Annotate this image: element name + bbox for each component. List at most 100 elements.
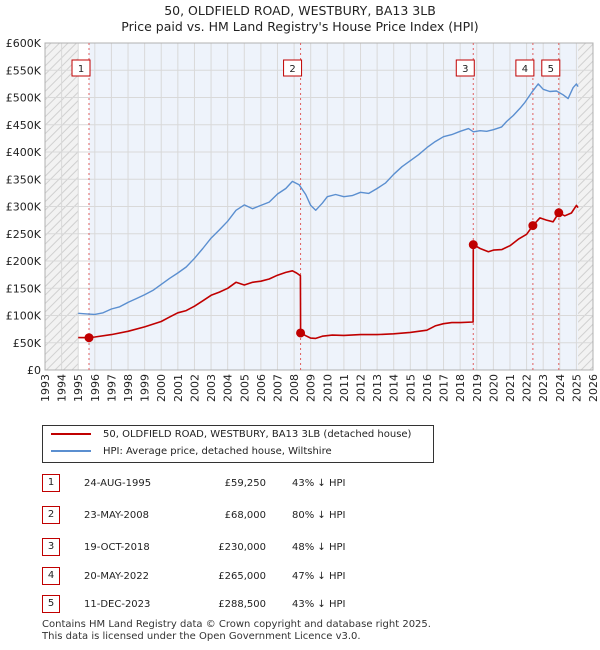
transaction-hpi: 43% ↓ HPI <box>292 478 346 489</box>
sale-point <box>84 333 94 343</box>
transaction-price: £265,000 <box>218 571 266 582</box>
y-tick-label: £300K <box>6 201 42 214</box>
sale-number-box: 5 <box>541 59 561 77</box>
series-line-hpi <box>78 83 579 316</box>
chart-subtitle: Price paid vs. HM Land Registry's House … <box>121 19 479 34</box>
transaction-date: 19-OCT-2018 <box>84 542 150 553</box>
chart-legend: 50, OLDFIELD ROAD, WESTBURY, BA13 3LB (d… <box>42 425 434 463</box>
transaction-number: 5 <box>42 595 60 613</box>
y-tick-label: £200K <box>6 255 42 268</box>
transaction-hpi: 47% ↓ HPI <box>292 571 346 582</box>
x-tick-label: 2012 <box>355 374 368 402</box>
x-tick-label: 2013 <box>371 374 384 402</box>
transaction-price: £68,000 <box>224 510 266 521</box>
legend-swatch-hpi <box>51 450 91 452</box>
x-tick-label: 2004 <box>222 374 235 402</box>
sale-number-label: 5 <box>548 64 554 75</box>
sale-number-box-frame <box>71 59 91 77</box>
sale-number-box-frame <box>541 59 561 77</box>
sale-number-box: 2 <box>283 59 303 77</box>
legend-label-property: 50, OLDFIELD ROAD, WESTBURY, BA13 3LB (d… <box>103 429 412 440</box>
legend-item-hpi: HPI: Average price, detached house, Wilt… <box>51 444 332 460</box>
y-tick-label: £400K <box>6 146 42 159</box>
x-tick-label: 1996 <box>89 374 102 402</box>
x-tick-label: 2026 <box>587 374 600 402</box>
x-tick-label: 2022 <box>521 374 534 402</box>
x-tick-label: 2025 <box>570 374 583 402</box>
transaction-price: £230,000 <box>218 542 266 553</box>
x-tick-label: 2020 <box>487 374 500 402</box>
x-tick-label: 2017 <box>438 374 451 402</box>
x-tick-label: 1994 <box>56 374 69 402</box>
x-tick-label: 2011 <box>338 374 351 402</box>
x-tick-label: 2023 <box>537 374 550 402</box>
sale-number-box: 3 <box>455 59 475 77</box>
x-tick-label: 2014 <box>388 374 401 402</box>
x-tick-label: 1993 <box>39 374 52 402</box>
sale-number-label: 4 <box>522 64 528 75</box>
transaction-hpi: 48% ↓ HPI <box>292 542 346 553</box>
sale-number-label: 1 <box>78 64 84 75</box>
y-tick-label: £100K <box>6 310 42 323</box>
y-tick-label: £0 <box>27 364 41 377</box>
price-chart: £0 £50K £100K £150K £200K £250K £300K £350K £400… <box>6 37 600 402</box>
x-tick-label: 2009 <box>305 374 318 402</box>
transaction-date: 11-DEC-2023 <box>84 599 151 610</box>
x-tick-label: 1997 <box>105 374 118 402</box>
sale-point <box>468 240 478 250</box>
x-tick-label: 2021 <box>504 374 517 402</box>
x-tick-label: 2002 <box>188 374 201 402</box>
y-tick-label: £550K <box>6 64 42 77</box>
transaction-hpi: 80% ↓ HPI <box>292 510 346 521</box>
legend-label-hpi: HPI: Average price, detached house, Wilt… <box>103 446 332 457</box>
footer-license: This data is licensed under the Open Gov… <box>42 631 361 642</box>
x-tick-label: 2003 <box>205 374 218 402</box>
sale-point <box>296 328 306 338</box>
x-tick-label: 2005 <box>238 374 251 402</box>
x-tick-label: 2024 <box>554 374 567 402</box>
transaction-date: 24-AUG-1995 <box>84 478 152 489</box>
sale-number-label: 3 <box>462 64 468 75</box>
y-tick-label: £150K <box>6 282 42 295</box>
x-tick-label: 2006 <box>255 374 268 402</box>
x-tick-label: 2008 <box>288 374 301 402</box>
x-tick-label: 2019 <box>471 374 484 402</box>
sale-number-box: 1 <box>71 59 91 77</box>
transaction-hpi: 43% ↓ HPI <box>292 599 346 610</box>
y-tick-label: £600K <box>6 37 42 50</box>
sale-number-box: 4 <box>515 59 535 77</box>
sale-point <box>554 208 564 218</box>
transaction-date: 20-MAY-2022 <box>84 571 150 582</box>
series-line-property <box>78 204 579 340</box>
x-tick-label: 2018 <box>454 374 467 402</box>
x-tick-label: 2015 <box>404 374 417 402</box>
x-tick-label: 2007 <box>271 374 284 402</box>
legend-item-property: 50, OLDFIELD ROAD, WESTBURY, BA13 3LB (d… <box>51 427 411 443</box>
chart-title: 50, OLDFIELD ROAD, WESTBURY, BA13 3LB <box>164 3 436 18</box>
sale-number-box-frame <box>283 59 303 77</box>
sale-number-label: 2 <box>289 64 295 75</box>
transaction-price: £59,250 <box>224 478 266 489</box>
sale-number-box-frame <box>515 59 535 77</box>
y-tick-label: £500K <box>6 92 42 105</box>
y-tick-label: £50K <box>13 337 42 350</box>
transaction-number: 2 <box>42 506 60 524</box>
x-tick-label: 1995 <box>72 374 85 402</box>
x-tick-label: 1999 <box>139 374 152 402</box>
transaction-date: 23-MAY-2008 <box>84 510 150 521</box>
x-tick-label: 2000 <box>155 374 168 402</box>
y-tick-label: £350K <box>6 173 42 186</box>
sale-number-box-frame <box>455 59 475 77</box>
x-tick-label: 2001 <box>172 374 185 402</box>
transaction-price: £288,500 <box>218 599 266 610</box>
x-tick-label: 2016 <box>421 374 434 402</box>
plot-frame <box>44 42 594 371</box>
y-tick-label: £450K <box>6 119 42 132</box>
footer-copyright: Contains HM Land Registry data © Crown c… <box>42 619 431 630</box>
x-tick-label: 2010 <box>321 374 334 402</box>
transaction-number: 4 <box>42 567 60 585</box>
transaction-number: 1 <box>42 474 60 492</box>
x-tick-label: 1998 <box>122 374 135 402</box>
transaction-number: 3 <box>42 538 60 556</box>
sale-point <box>528 221 538 231</box>
